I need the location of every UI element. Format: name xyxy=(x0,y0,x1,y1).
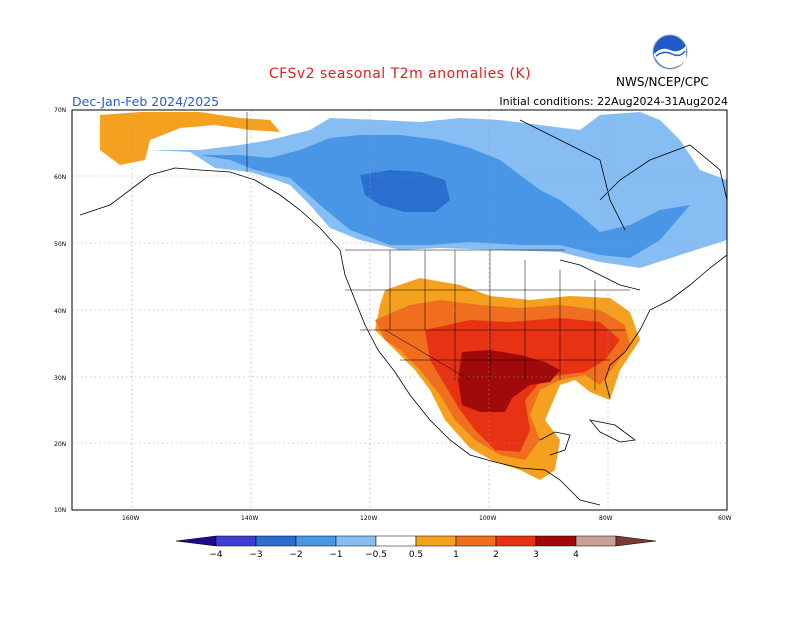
warm-light-region xyxy=(100,112,280,165)
colorbar-label: 2 xyxy=(493,550,499,560)
agency-label: NWS/NCEP/CPC xyxy=(616,75,709,89)
warm-max-region xyxy=(458,350,560,412)
colorbar-label: −3 xyxy=(249,550,262,560)
lon-label: 60W xyxy=(718,515,732,522)
lon-label: 120W xyxy=(360,515,377,522)
colorbar: −4 −3 −2 −1 −0.5 0.5 1 2 3 4 xyxy=(175,535,657,560)
colorbar-segment xyxy=(295,535,337,547)
lon-label: 80W xyxy=(599,515,613,522)
season-label: Dec-Jan-Feb 2024/2025 xyxy=(72,94,220,109)
colorbar-label: −2 xyxy=(289,550,302,560)
latitude-labels: 70N 60N 50N 40N 30N 20N 10N xyxy=(54,107,66,514)
colorbar-right-arrow xyxy=(615,535,657,547)
lon-label: 160W xyxy=(122,515,139,522)
lon-label: 100W xyxy=(479,515,496,522)
lat-label: 20N xyxy=(54,441,66,448)
colorbar-left-arrow xyxy=(175,535,217,547)
colorbar-segment xyxy=(455,535,497,547)
initial-conditions-label: Initial conditions: 22Aug2024-31Aug2024 xyxy=(499,95,728,108)
noaa-logo-icon xyxy=(652,34,688,70)
cold-dark-region xyxy=(360,170,450,212)
colorbar-segment xyxy=(255,535,297,547)
graticule xyxy=(72,110,727,510)
coastlines xyxy=(79,119,727,506)
colorbar-segment xyxy=(535,535,577,547)
colorbar-segment xyxy=(575,535,617,547)
lat-label: 40N xyxy=(54,308,66,315)
longitude-labels: 160W 140W 120W 100W 80W 60W xyxy=(122,515,732,522)
map-frame xyxy=(71,109,728,511)
colorbar-segment xyxy=(415,535,457,547)
lat-label: 60N xyxy=(54,174,66,181)
colorbar-segment xyxy=(495,535,537,547)
lat-label: 50N xyxy=(54,241,66,248)
lat-label: 70N xyxy=(54,107,66,114)
colorbar-label: −1 xyxy=(329,550,342,560)
borders xyxy=(246,112,630,390)
colorbar-label: 3 xyxy=(533,550,539,560)
colorbar-label: 4 xyxy=(573,550,579,560)
lat-label: 30N xyxy=(54,375,66,382)
colorbar-segment xyxy=(215,535,257,547)
colorbar-label: −0.5 xyxy=(365,550,387,560)
colorbar-segment xyxy=(335,535,377,547)
colorbar-label: −4 xyxy=(209,550,223,560)
lat-label: 10N xyxy=(54,507,66,514)
lon-label: 140W xyxy=(241,515,258,522)
colorbar-label: 1 xyxy=(453,550,459,560)
colorbar-segment xyxy=(375,535,417,547)
map-title: CFSv2 seasonal T2m anomalies (K) xyxy=(268,66,532,82)
map-content xyxy=(72,110,727,510)
colorbar-label: 0.5 xyxy=(409,550,423,560)
